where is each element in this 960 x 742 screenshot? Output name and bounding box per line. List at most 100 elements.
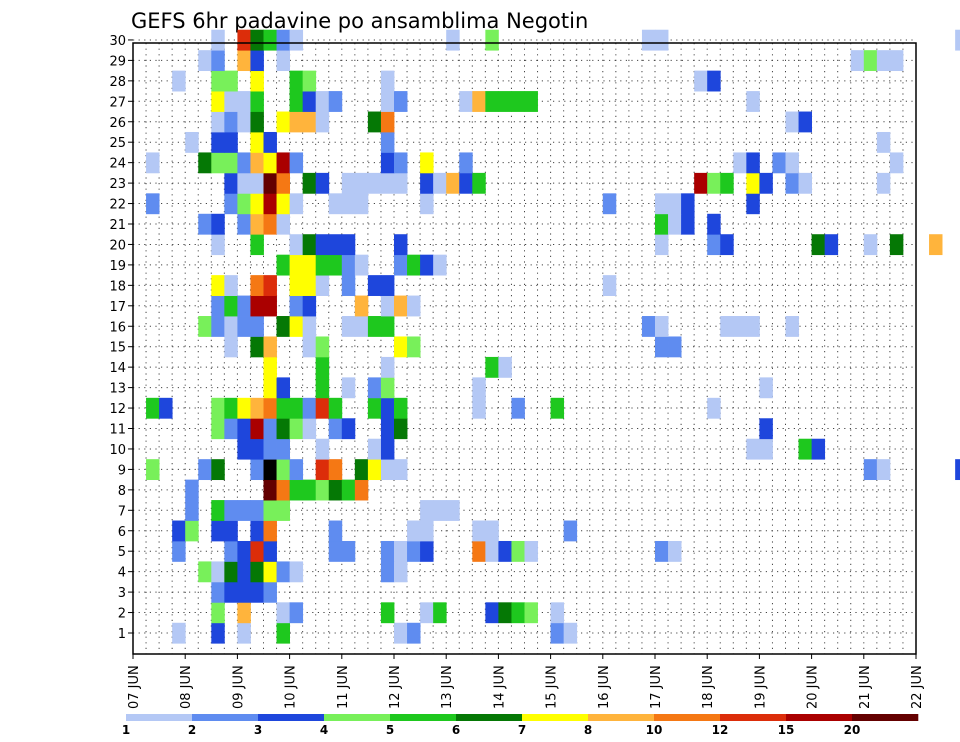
y-tick-label: 11: [109, 423, 126, 438]
heatmap-cell: [224, 193, 238, 215]
heatmap-cell: [263, 152, 277, 174]
x-tick-label: 09 JUN: [231, 665, 246, 709]
heatmap-cell: [276, 50, 290, 72]
heatmap-cell: [224, 500, 238, 521]
heatmap-cell: [302, 418, 317, 440]
heatmap-cell: [746, 91, 760, 112]
heatmap-cell: [250, 213, 264, 235]
heatmap-cell: [276, 459, 290, 481]
heatmap-cell: [276, 193, 290, 215]
y-tick-label: 16: [109, 320, 126, 335]
heatmap-cell: [380, 70, 395, 92]
heatmap-cell: [302, 479, 317, 501]
heatmap-cell: [289, 91, 304, 112]
heatmap-cell: [198, 213, 212, 235]
y-tick-label: 10: [109, 443, 126, 458]
heatmap-cell: [668, 540, 682, 562]
heatmap-cell: [602, 193, 617, 215]
heatmap-cell: [511, 397, 525, 419]
heatmap-cell: [276, 152, 290, 174]
heatmap-cell: [250, 275, 264, 296]
heatmap-cell: [276, 316, 290, 337]
heatmap-cell: [511, 540, 525, 562]
heatmap-cell: [263, 418, 277, 440]
colorbar-label: 4: [320, 723, 328, 737]
heatmap-cell: [211, 91, 225, 112]
heatmap-cell: [394, 336, 408, 358]
heatmap-cell: [746, 438, 760, 460]
heatmap-cell: [276, 377, 290, 399]
heatmap-cell: [407, 254, 421, 276]
heatmap-cell: [380, 316, 395, 337]
heatmap-cell: [250, 29, 264, 51]
y-tick-label: 15: [109, 341, 126, 356]
heatmap-cell: [263, 213, 277, 235]
y-tick-label: 26: [109, 116, 126, 131]
heatmap-cell: [876, 50, 891, 72]
heatmap-cell: [328, 254, 343, 276]
heatmap-cell: [394, 540, 408, 562]
heatmap-cell: [485, 356, 499, 378]
heatmap-cell: [263, 540, 277, 562]
heatmap-cell: [237, 295, 251, 317]
colorbar: 1 2 3 4 5 6 7 8 10 12 15 20: [122, 714, 919, 737]
heatmap-cell: [237, 438, 251, 460]
y-tick-label: 5: [118, 545, 126, 560]
heatmap-cell: [929, 234, 943, 256]
heatmap-cell: [341, 479, 356, 501]
heatmap-cell: [446, 500, 460, 521]
heatmap-cell: [224, 70, 238, 92]
heatmap-cell: [485, 520, 499, 542]
heatmap-cell: [524, 540, 538, 562]
heatmap-cell: [211, 459, 225, 481]
heatmap-cell: [250, 418, 264, 440]
heatmap-cell: [380, 438, 395, 460]
heatmap-cell: [211, 234, 225, 256]
heatmap-cell: [668, 336, 682, 358]
heatmap-cell: [681, 193, 695, 215]
heatmap-cell: [328, 459, 343, 481]
x-tick-label: 21 JUN: [858, 665, 873, 709]
y-tick-label: 27: [109, 95, 126, 110]
heatmap-cell: [524, 602, 538, 624]
heatmap-cell: [315, 356, 330, 378]
heatmap-cell: [354, 316, 369, 337]
heatmap-cell: [407, 295, 421, 317]
heatmap-cell: [237, 213, 251, 235]
heatmap-cell: [876, 172, 891, 194]
heatmap-cell: [224, 152, 238, 174]
heatmap-cell: [746, 193, 760, 215]
grid-lines: [133, 39, 916, 654]
heatmap-cell: [641, 316, 656, 337]
colorbar-segment: [720, 714, 787, 721]
heatmap-cell: [420, 254, 434, 276]
heatmap-cell: [785, 172, 799, 194]
colorbar-segment: [786, 714, 853, 721]
heatmap-cell: [694, 70, 708, 92]
heatmap-cell: [263, 295, 277, 317]
y-tick-label: 12: [109, 402, 126, 417]
heatmap-cell: [302, 336, 317, 358]
heatmap-cell: [341, 418, 356, 440]
heatmap-cell: [250, 520, 264, 542]
heatmap-cell: [889, 50, 904, 72]
heatmap-cell: [498, 540, 512, 562]
heatmap-cell: [498, 356, 512, 378]
heatmap-cell: [250, 50, 264, 72]
heatmap-cell: [341, 254, 356, 276]
heatmap-cell: [380, 295, 395, 317]
y-tick-label: 25: [109, 136, 126, 151]
y-tick-label: 4: [118, 566, 126, 581]
heatmap-cell: [367, 438, 382, 460]
heatmap-cell: [733, 316, 747, 337]
colorbar-label: 1: [122, 723, 130, 737]
heatmap-cell: [289, 234, 304, 256]
colorbar-label: 12: [712, 723, 729, 737]
heatmap-cell: [302, 234, 317, 256]
heatmap-cell: [328, 234, 343, 256]
heatmap-cell: [289, 418, 304, 440]
heatmap-cell: [420, 540, 434, 562]
heatmap-cell: [198, 561, 212, 583]
heatmap-cell: [328, 520, 343, 542]
